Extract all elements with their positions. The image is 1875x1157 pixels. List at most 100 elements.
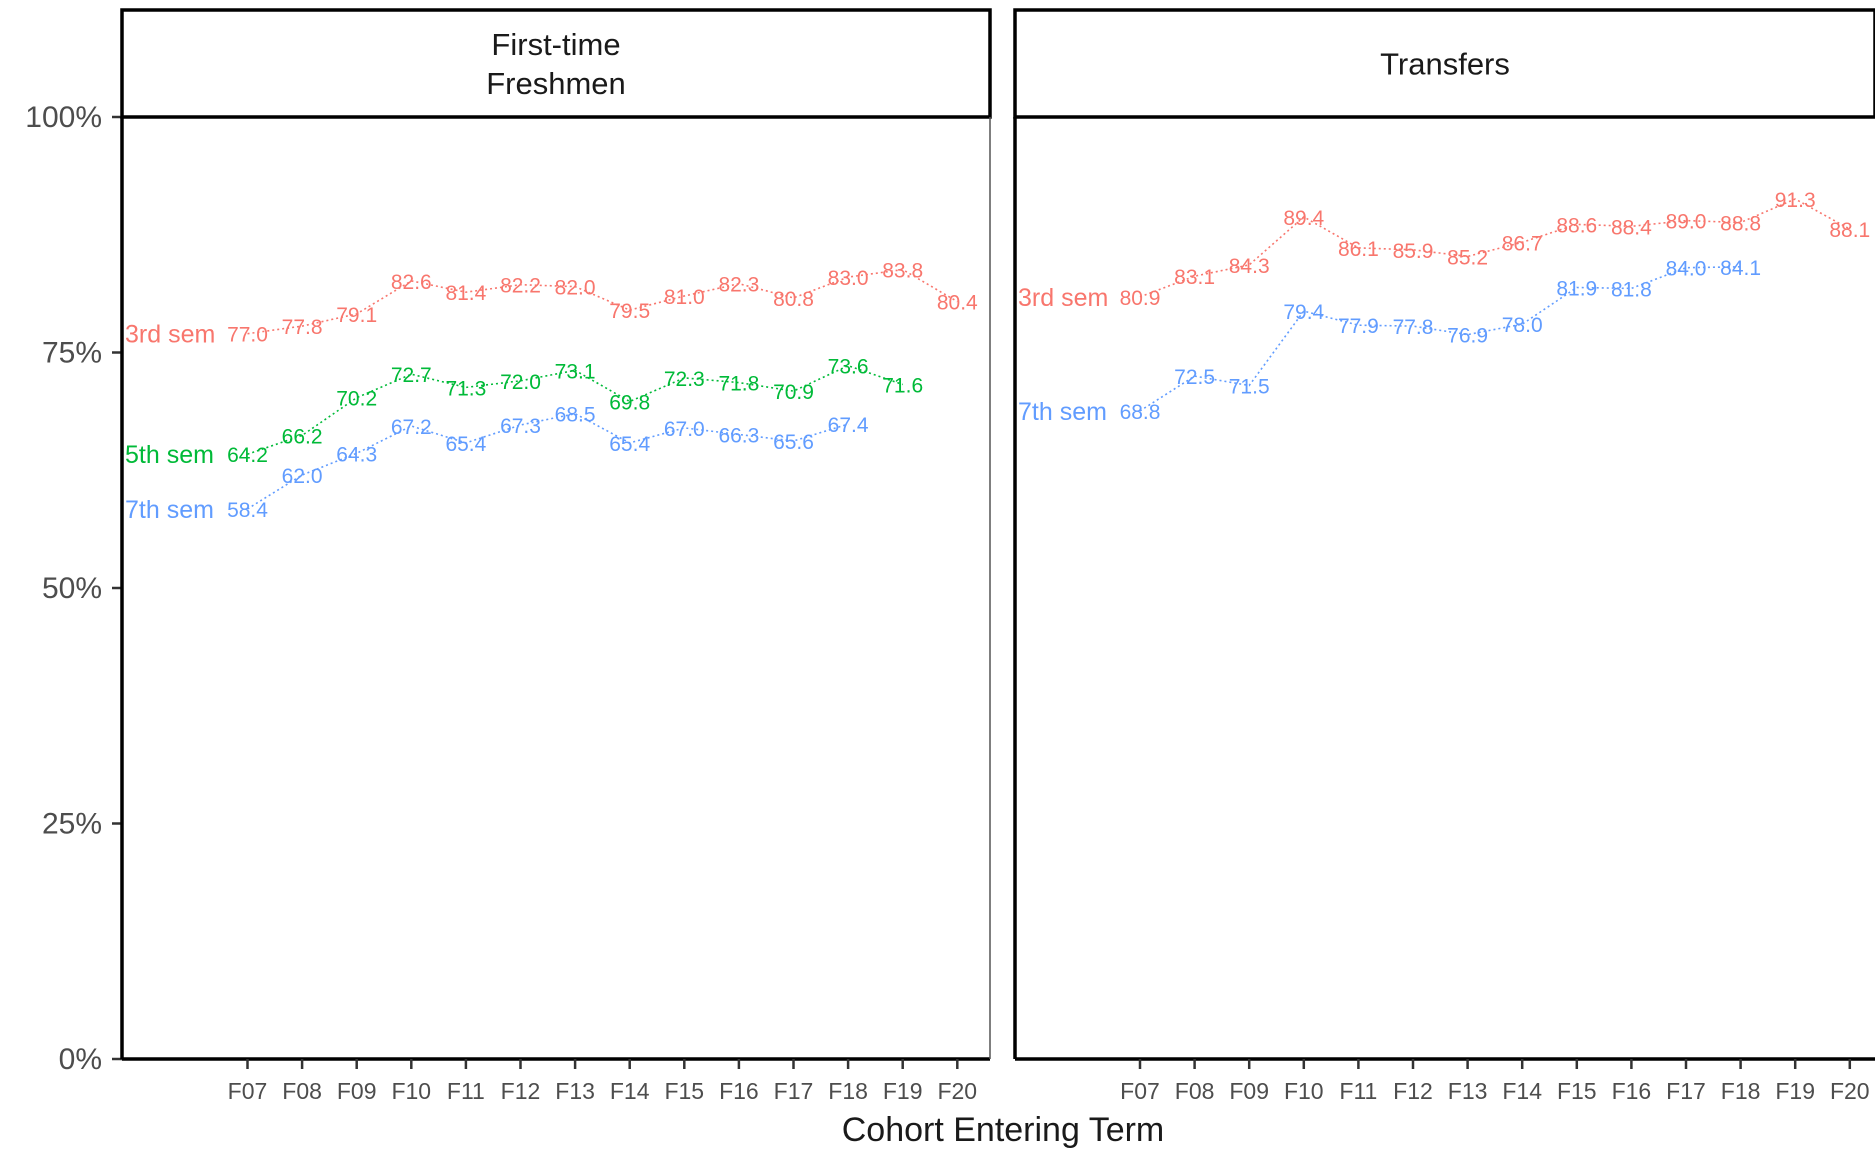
data-label: 65.4 [609,433,650,456]
data-label: 73.1 [555,360,596,383]
data-label: 71.8 [718,373,759,396]
y-tick-label: 25% [42,808,102,841]
data-label: 81.4 [445,282,486,305]
data-label: 84.1 [1720,257,1761,280]
x-tick-label: F19 [1775,1078,1815,1104]
data-label: 79.5 [609,300,650,323]
data-label: 62.0 [282,465,323,488]
data-label: 80.4 [937,292,978,315]
data-label: 86.7 [1502,232,1543,255]
data-label: 72.5 [1174,366,1215,389]
x-tick-label: F14 [1502,1078,1542,1104]
data-label: 65.4 [445,433,486,456]
series-line [247,268,958,335]
x-tick-label: F08 [1175,1078,1215,1104]
y-tick-label: 75% [42,337,102,370]
data-label: 64.2 [227,444,268,467]
data-label: 58.4 [227,499,268,522]
series-line [247,364,903,455]
data-label: 72.3 [664,368,705,391]
data-label: 66.3 [718,424,759,447]
data-label: 82.0 [555,277,596,300]
x-tick-label: F18 [828,1078,868,1104]
data-label: 83.0 [828,267,869,290]
facet-title: Transfers [1380,47,1510,82]
data-label: 67.0 [664,418,705,441]
x-tick-label: F17 [1666,1078,1706,1104]
data-label: 91.3 [1775,189,1816,212]
data-label: 79.1 [336,304,377,327]
data-label: 82.2 [500,275,541,298]
data-label: 89.0 [1666,211,1707,234]
data-label: 66.2 [282,425,323,448]
data-label: 64.3 [336,443,377,466]
data-label: 79.4 [1283,301,1324,324]
x-tick-label: F20 [1830,1078,1870,1104]
x-tick-label: F17 [774,1078,814,1104]
data-label: 88.1 [1829,219,1870,242]
data-label: 84.0 [1666,258,1707,281]
x-tick-label: F07 [1120,1078,1160,1104]
y-tick-label: 100% [25,101,102,134]
x-tick-label: F16 [719,1078,759,1104]
data-label: 86.1 [1338,238,1379,261]
data-label: 72.7 [391,364,432,387]
x-tick-label: F11 [447,1078,485,1104]
x-tick-label: F18 [1721,1078,1761,1104]
data-label: 71.3 [445,377,486,400]
series-line [1139,266,1741,412]
data-label: 81.0 [664,286,705,309]
data-label: 73.6 [828,356,869,379]
x-tick-label: F19 [883,1078,923,1104]
x-tick-label: F09 [1229,1078,1269,1104]
series-label: 7th sem [125,496,214,524]
data-label: 77.8 [1393,316,1434,339]
series-label: 5th sem [125,441,214,469]
series-label: 7th sem [1018,398,1107,426]
x-tick-label: F15 [664,1078,704,1104]
data-label: 67.3 [500,415,541,438]
y-tick-label: 0% [59,1043,102,1076]
x-tick-label: F13 [1448,1078,1488,1104]
facet-title: First-time [491,27,620,62]
data-label: 88.8 [1720,213,1761,236]
y-tick-label: 50% [42,572,102,605]
data-label: 68.8 [1120,401,1161,424]
x-tick-label: F13 [555,1078,595,1104]
series-label: 3rd sem [1018,284,1108,312]
data-label: 70.2 [336,388,377,411]
data-label: 81.9 [1556,278,1597,301]
x-tick-label: F08 [282,1078,322,1104]
x-tick-label: F12 [1393,1078,1433,1104]
series-line [247,412,849,510]
data-label: 78.0 [1502,314,1543,337]
data-label: 81.8 [1611,278,1652,301]
x-tick-label: F15 [1557,1078,1597,1104]
x-tick-label: F12 [501,1078,541,1104]
data-label: 82.3 [718,274,759,297]
data-label: 67.2 [391,416,432,439]
data-label: 89.4 [1283,207,1324,230]
data-label: 77.9 [1338,315,1379,338]
data-label: 82.6 [391,271,432,294]
data-label: 69.8 [609,391,650,414]
x-tick-label: F10 [1284,1078,1324,1104]
data-label: 71.6 [882,375,923,398]
x-tick-label: F10 [391,1078,431,1104]
facet-strip [1013,8,1875,119]
data-label: 72.0 [500,371,541,394]
data-label: 84.3 [1229,255,1270,278]
series-label: 3rd sem [125,321,215,349]
x-tick-label: F20 [937,1078,977,1104]
data-label: 83.8 [882,260,923,283]
data-label: 68.5 [555,404,596,427]
x-tick-label: F07 [228,1078,268,1104]
data-label: 77.8 [282,316,323,339]
data-label: 80.8 [773,288,814,311]
data-label: 76.9 [1447,325,1488,348]
data-label: 71.5 [1229,375,1270,398]
facet-title: Freshmen [486,66,626,101]
data-label: 80.9 [1120,287,1161,310]
